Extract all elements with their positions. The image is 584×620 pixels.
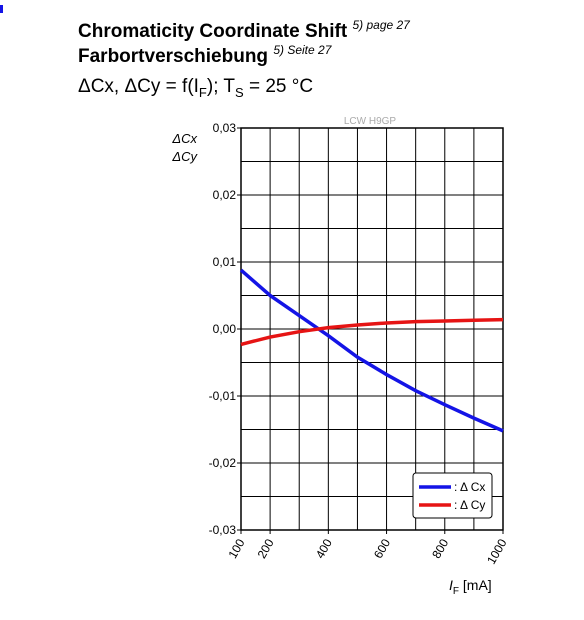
title-text: Chromaticity Coordinate Shift bbox=[78, 21, 348, 42]
chart-title: Chromaticity Coordinate Shift 5) page 27 bbox=[78, 18, 411, 42]
title-de-text: Farbortverschiebung bbox=[78, 46, 268, 67]
x-tick-label: 100 bbox=[225, 536, 247, 561]
x-label-part: I bbox=[449, 577, 453, 593]
y-axis-label: ΔCy bbox=[171, 149, 198, 164]
x-tick-label: 1000 bbox=[484, 536, 510, 566]
chart-title-de: Farbortverschiebung 5) Seite 27 bbox=[78, 43, 333, 67]
y-tick-label: 0,03 bbox=[213, 121, 237, 135]
x-tick-label: 200 bbox=[255, 536, 277, 561]
y-tick-label: -0,02 bbox=[209, 456, 237, 470]
watermark: LCW H9GP bbox=[344, 116, 397, 127]
subtitle-sub: S bbox=[235, 85, 244, 100]
y-tick-label: 0,02 bbox=[213, 188, 237, 202]
subtitle-part: ΔCx, ΔCy = f(I bbox=[78, 76, 199, 97]
y-tick-label: 0,00 bbox=[213, 322, 237, 336]
x-axis-label: IF [mA] bbox=[449, 577, 492, 597]
title-de-note: 5) Seite 27 bbox=[273, 43, 332, 57]
subtitle-sub: F bbox=[199, 85, 207, 100]
data-line bbox=[239, 268, 504, 433]
title-note: 5) page 27 bbox=[352, 18, 411, 32]
subtitle-part: = 25 °C bbox=[244, 76, 313, 97]
x-label-part: [mA] bbox=[459, 577, 492, 593]
y-axis-label: ΔCx bbox=[171, 131, 197, 146]
legend-label: : Δ Cx bbox=[454, 480, 485, 494]
x-label-sub: F bbox=[453, 586, 459, 597]
data-line bbox=[240, 317, 504, 347]
subtitle: ΔCx, ΔCy = f(IF); TS = 25 °C bbox=[78, 76, 313, 100]
x-tick-label: 800 bbox=[429, 536, 451, 561]
y-tick-label: 0,01 bbox=[213, 255, 237, 269]
y-tick-label: -0,01 bbox=[209, 389, 237, 403]
y-tick-label: -0,03 bbox=[209, 523, 237, 537]
subtitle-part: ); T bbox=[207, 76, 236, 97]
marker bbox=[0, 5, 3, 13]
x-tick-label: 400 bbox=[313, 536, 335, 561]
x-tick-label: 600 bbox=[371, 536, 393, 561]
legend-label: : Δ Cy bbox=[454, 498, 485, 512]
